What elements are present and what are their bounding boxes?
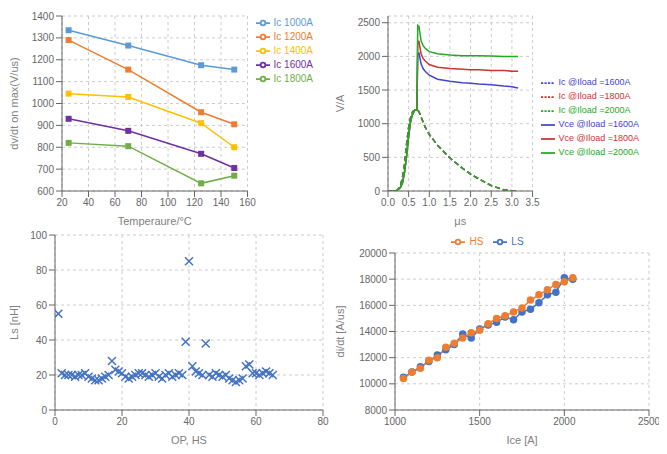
svg-text:2500: 2500 (638, 416, 659, 427)
svg-text:1000: 1000 (32, 98, 55, 109)
svg-text:Ice [A]: Ice [A] (506, 434, 537, 446)
svg-text:8000: 8000 (365, 405, 388, 416)
svg-text:1500: 1500 (358, 85, 381, 96)
svg-text:700: 700 (37, 164, 54, 175)
svg-text:80: 80 (136, 197, 148, 208)
svg-text:1400: 1400 (32, 11, 55, 22)
html-text:HS: HS (469, 235, 484, 247)
svg-text:1300: 1300 (32, 32, 55, 43)
svg-text:1000: 1000 (384, 416, 407, 427)
svg-text:Ls [nH]: Ls [nH] (8, 305, 20, 340)
svg-text:1.5: 1.5 (443, 197, 457, 208)
svg-text:40: 40 (183, 416, 195, 427)
svg-text:120: 120 (186, 197, 203, 208)
svg-text:20: 20 (36, 370, 48, 381)
svg-text:12000: 12000 (359, 352, 387, 363)
svg-text:80: 80 (317, 416, 329, 427)
svg-text:900: 900 (37, 120, 54, 131)
svg-text:3.0: 3.0 (505, 197, 519, 208)
html-text:Ic 1800A: Ic 1800A (273, 72, 313, 84)
svg-text:500: 500 (363, 152, 380, 163)
svg-text:60: 60 (109, 197, 121, 208)
html-text:Vce @Iload =2000A: Vce @Iload =2000A (558, 146, 639, 157)
html-text:Ic 1600A: Ic 1600A (273, 58, 313, 70)
svg-text:2000: 2000 (553, 416, 576, 427)
svg-text:0: 0 (374, 186, 380, 197)
svg-text:20: 20 (56, 197, 68, 208)
svg-text:40: 40 (83, 197, 95, 208)
svg-text:2.5: 2.5 (484, 197, 498, 208)
svg-text:100: 100 (160, 197, 177, 208)
svg-text:1.0: 1.0 (422, 197, 436, 208)
svg-text:2500: 2500 (358, 17, 381, 28)
svg-text:600: 600 (37, 186, 54, 197)
svg-text:800: 800 (37, 142, 54, 153)
svg-text:1000: 1000 (358, 118, 381, 129)
svg-text:20: 20 (116, 416, 128, 427)
svg-text:60: 60 (36, 300, 48, 311)
html-text:Vce @Iload =1600A: Vce @Iload =1600A (558, 118, 639, 129)
svg-text:1100: 1100 (32, 76, 54, 87)
svg-text:2.0: 2.0 (464, 197, 478, 208)
svg-text:10000: 10000 (359, 378, 387, 389)
svg-text:μs: μs (454, 215, 466, 227)
svg-text:0.5: 0.5 (402, 197, 416, 208)
svg-text:di/dt [A/us]: di/dt [A/us] (334, 306, 346, 358)
svg-text:0: 0 (41, 405, 47, 416)
svg-text:3.5: 3.5 (526, 197, 540, 208)
svg-text:1200: 1200 (32, 54, 55, 65)
svg-text:18000: 18000 (359, 274, 387, 285)
svg-text:80: 80 (36, 265, 48, 276)
svg-text:100: 100 (30, 230, 47, 241)
svg-text:160: 160 (239, 197, 256, 208)
html-text:Ic 1000A: Ic 1000A (273, 16, 313, 28)
svg-text:0: 0 (52, 416, 58, 427)
svg-text:40: 40 (36, 335, 48, 346)
svg-text:2000: 2000 (358, 51, 381, 62)
html-text:Vce @Iload =1800A: Vce @Iload =1800A (558, 132, 639, 143)
html-text:LS: LS (511, 235, 524, 247)
html-text:Ic @Iload =1600A: Ic @Iload =1600A (558, 76, 631, 87)
svg-text:OP, HS: OP, HS (171, 434, 207, 446)
svg-text:Temperaure/°C: Temperaure/°C (118, 215, 192, 227)
svg-text:V/A: V/A (334, 94, 346, 112)
svg-text:16000: 16000 (359, 300, 387, 311)
html-text:Ic @Iload =2000A: Ic @Iload =2000A (558, 104, 631, 115)
html-text:Ic 1200A: Ic 1200A (273, 30, 313, 42)
svg-text:0.0: 0.0 (381, 197, 395, 208)
svg-text:dv/dt on max(V/us): dv/dt on max(V/us) (8, 57, 20, 149)
html-text:Ic 1400A: Ic 1400A (273, 44, 313, 56)
svg-text:60: 60 (250, 416, 262, 427)
svg-text:140: 140 (213, 197, 230, 208)
svg-text:1500: 1500 (469, 416, 492, 427)
svg-text:14000: 14000 (359, 326, 387, 337)
html-text:Ic @Iload =1800A: Ic @Iload =1800A (558, 90, 631, 101)
svg-text:20000: 20000 (359, 248, 387, 259)
